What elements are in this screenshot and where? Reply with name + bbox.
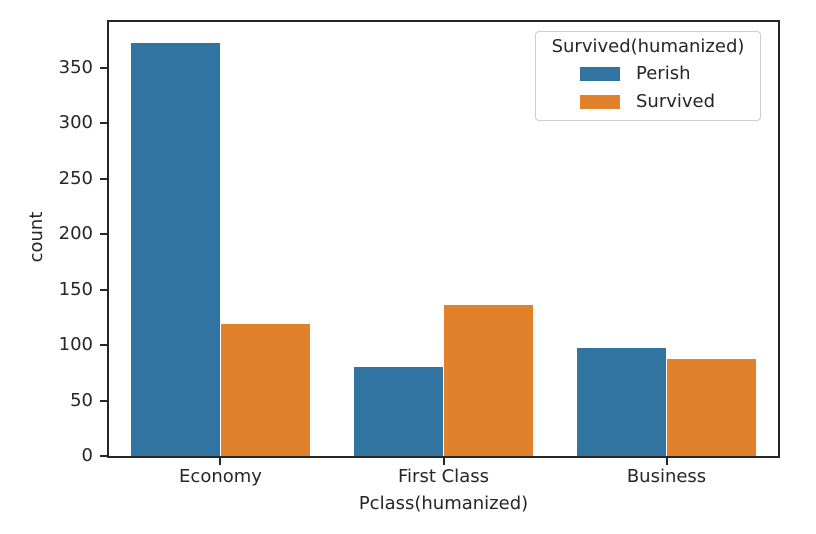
y-tick-mark bbox=[100, 399, 107, 402]
y-tick-mark bbox=[100, 288, 107, 291]
bar-first-class-survived bbox=[443, 305, 533, 456]
y-axis-label: count bbox=[26, 211, 47, 263]
x-axis-label: Pclass(humanized) bbox=[358, 493, 529, 514]
y-tick-label: 350 bbox=[58, 56, 93, 78]
legend-items: Perish Survived bbox=[536, 60, 760, 116]
y-tick-label: 150 bbox=[58, 278, 93, 300]
y-tick-mark bbox=[100, 455, 107, 457]
x-tick-label-first-class: First Class bbox=[398, 466, 489, 487]
bar-economy-survived bbox=[220, 323, 310, 456]
perish-swatch-icon bbox=[580, 67, 620, 81]
bar-economy-perish bbox=[131, 43, 221, 456]
legend-entry-perish: Perish bbox=[536, 60, 760, 88]
x-tick-label-business: Business bbox=[626, 466, 707, 487]
y-tick-mark bbox=[100, 66, 107, 69]
bar-business-perish bbox=[577, 348, 667, 456]
y-tick-label: 300 bbox=[58, 112, 93, 134]
legend-title: Survived(humanized) bbox=[551, 36, 745, 57]
legend: Survived(humanized) Perish Survived bbox=[535, 31, 761, 121]
y-tick-label: 0 bbox=[81, 445, 93, 466]
bar-first-class-perish bbox=[354, 367, 444, 456]
y-tick-label: 250 bbox=[58, 167, 93, 189]
legend-entry-survived: Survived bbox=[536, 88, 760, 116]
plot-area: 0 50 100 150 200 250 300 350 Economy First Class… bbox=[59, 20, 780, 487]
x-tick-mark bbox=[219, 458, 222, 465]
y-tick-mark bbox=[100, 177, 107, 180]
survived-swatch-icon bbox=[580, 95, 620, 109]
y-tick-mark bbox=[100, 344, 107, 347]
x-tick-mark bbox=[665, 458, 668, 465]
x-tick-mark bbox=[442, 458, 445, 465]
bar-business-survived bbox=[666, 359, 756, 456]
y-tick-label: 200 bbox=[58, 223, 93, 245]
legend-entry-label: Perish bbox=[636, 63, 691, 84]
y-tick-mark bbox=[100, 122, 107, 125]
legend-entry-label: Survived bbox=[636, 91, 716, 112]
y-tick-label: 50 bbox=[70, 389, 93, 411]
x-tick-label-economy: Economy bbox=[179, 466, 262, 487]
y-tick-label: 100 bbox=[58, 334, 93, 356]
y-tick-mark bbox=[100, 233, 107, 236]
